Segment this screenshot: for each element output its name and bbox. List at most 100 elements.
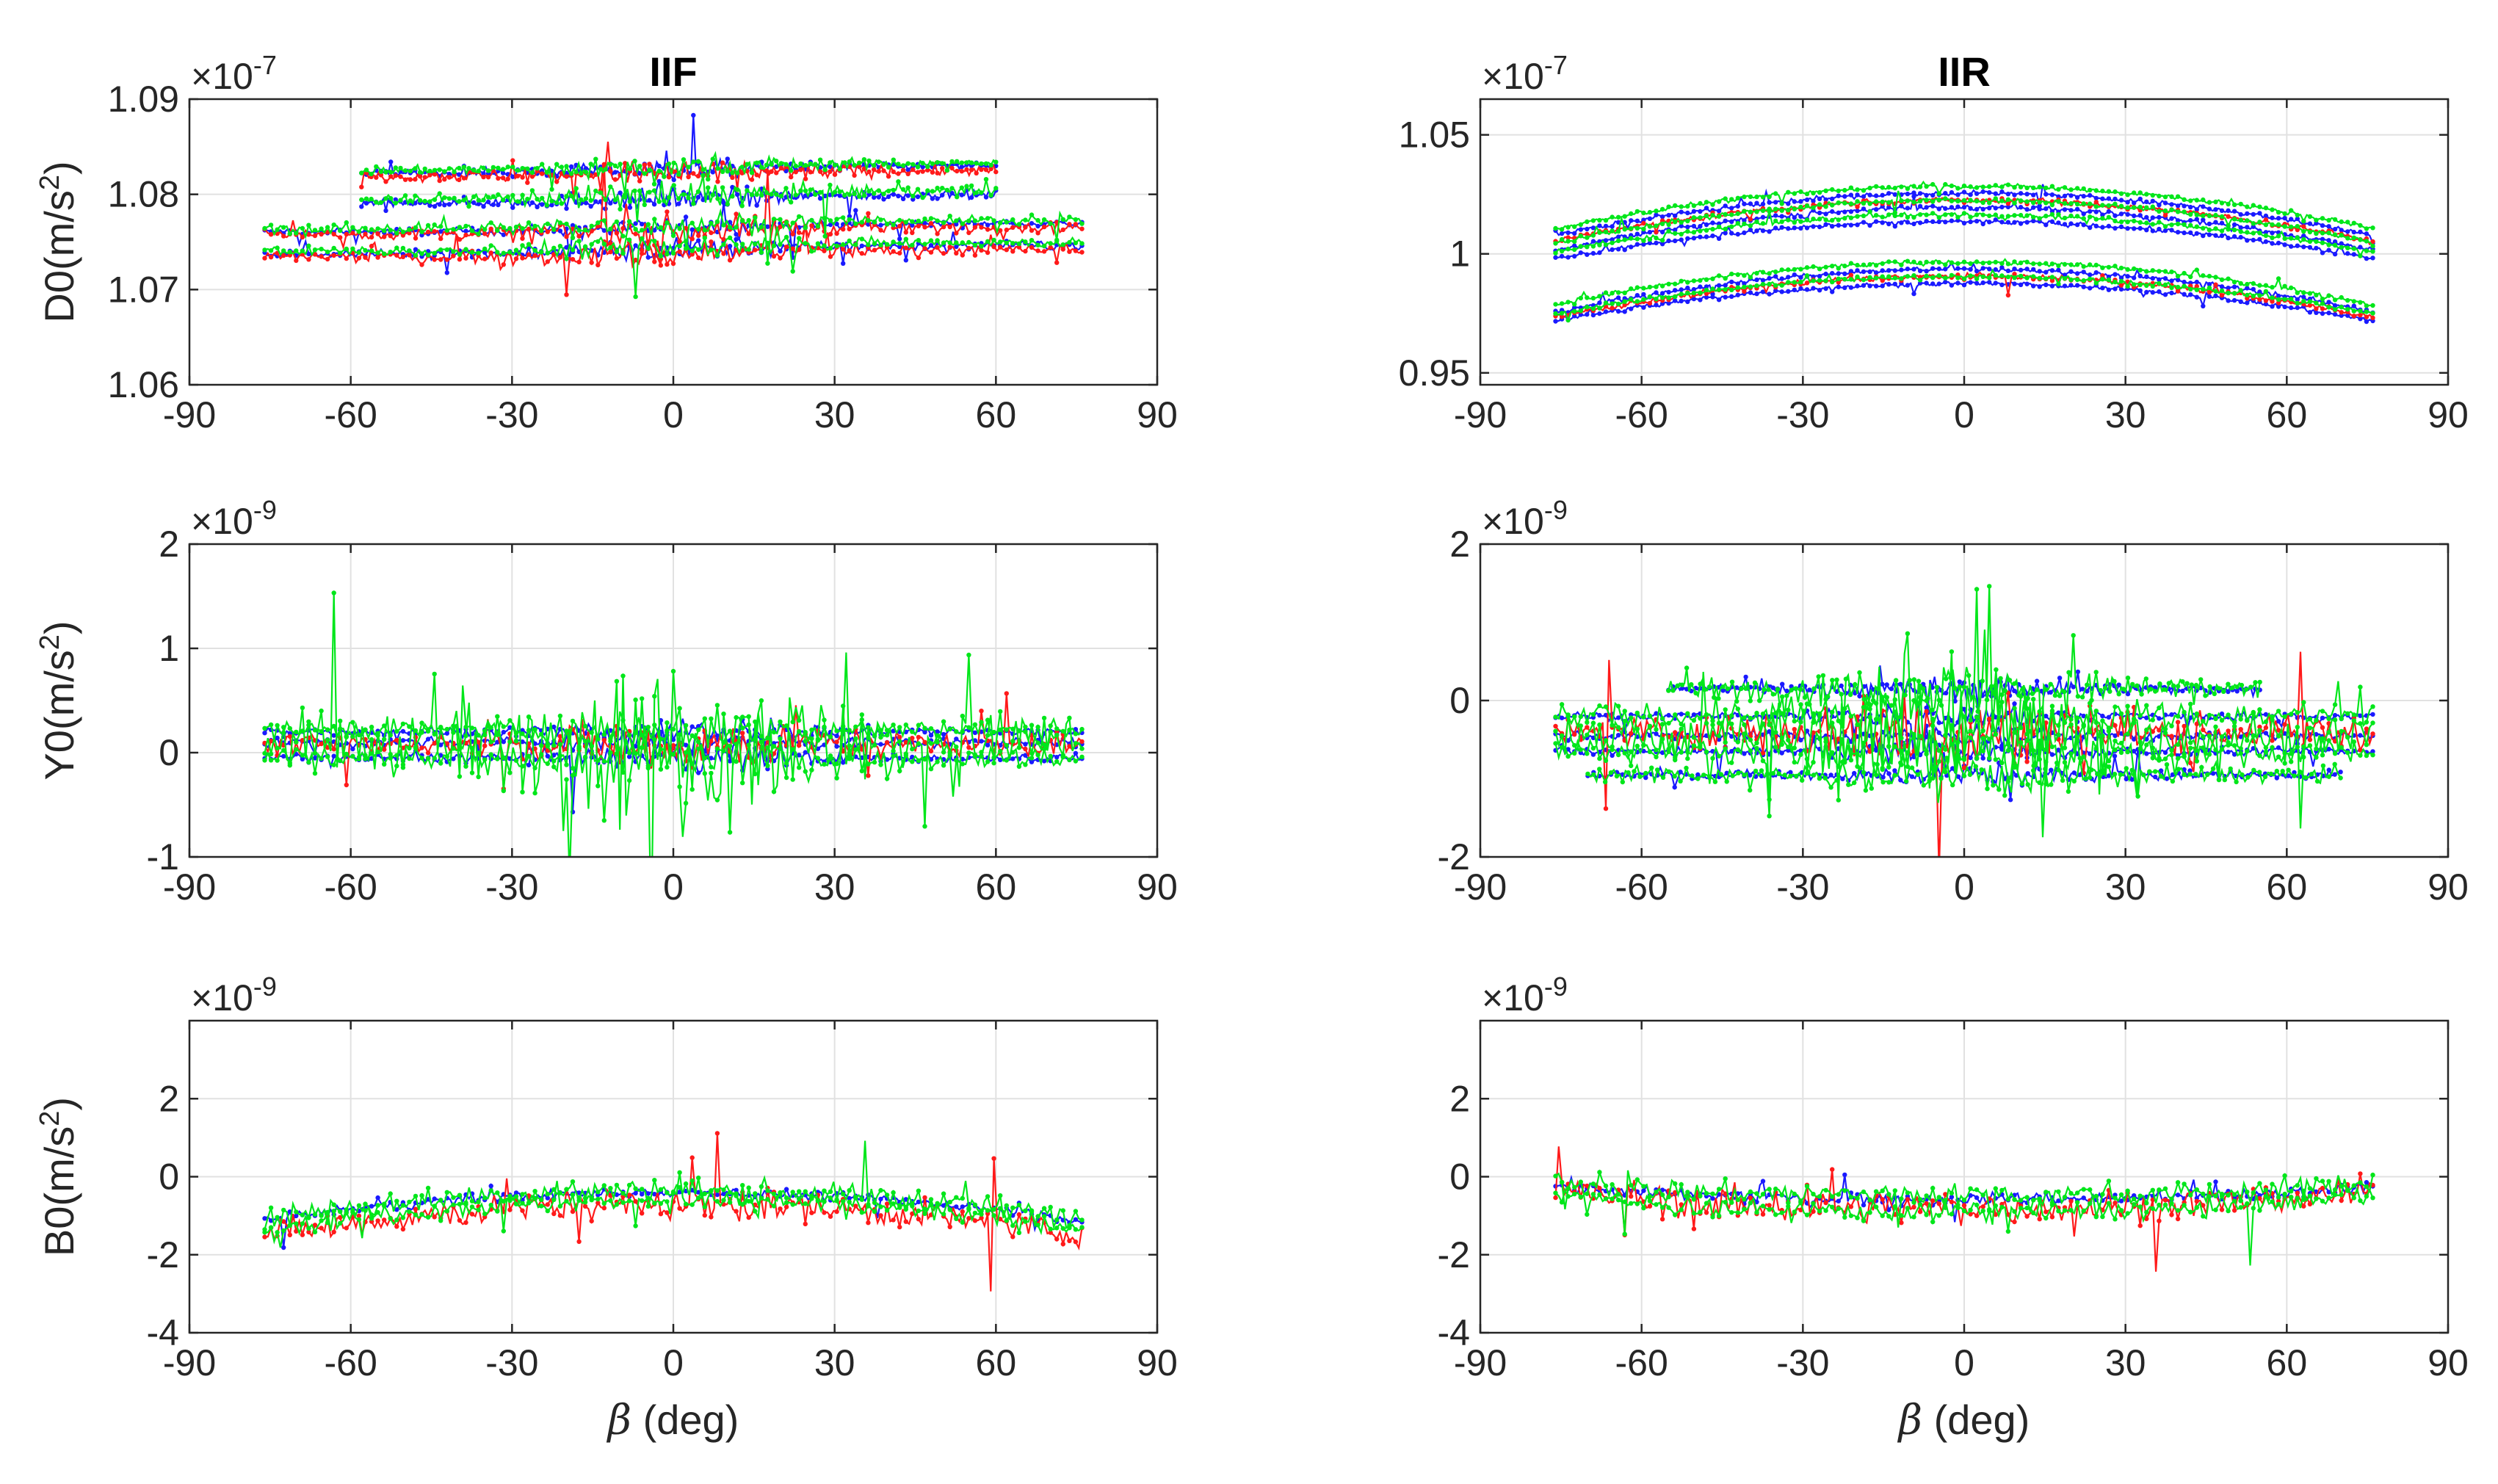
data-point — [2005, 214, 2011, 219]
data-point — [1559, 311, 1565, 316]
data-point — [940, 161, 945, 166]
data-point — [1704, 294, 1709, 300]
data-point — [866, 761, 871, 767]
data-point — [2081, 264, 2086, 269]
data-point — [778, 217, 783, 222]
data-point — [2150, 729, 2155, 734]
data-point — [859, 236, 865, 242]
data-point — [2345, 245, 2350, 250]
data-point — [1855, 214, 1860, 219]
data-point — [966, 745, 971, 750]
data-point — [1999, 261, 2005, 266]
data-point — [910, 230, 915, 236]
data-point — [2219, 220, 2225, 225]
data-point — [2364, 256, 2370, 261]
data-point — [1955, 198, 1961, 203]
data-point — [2125, 211, 2130, 217]
data-point — [1889, 686, 1894, 692]
data-point — [2307, 303, 2313, 308]
data-point — [2137, 267, 2143, 272]
data-point — [520, 764, 525, 769]
data-point — [2332, 739, 2338, 744]
data-point — [1798, 279, 1803, 285]
data-point — [727, 743, 733, 748]
data-point — [832, 172, 838, 177]
data-point — [529, 170, 535, 175]
data-point — [2270, 738, 2275, 743]
data-point — [2339, 233, 2344, 238]
data-point — [1647, 300, 1653, 306]
data-point — [262, 725, 267, 731]
data-point — [1842, 200, 1847, 206]
data-point — [822, 717, 827, 723]
data-point — [884, 733, 890, 738]
data-point — [1817, 278, 1822, 283]
data-point — [1585, 219, 1590, 225]
data-point — [2307, 310, 2313, 315]
data-point — [2320, 223, 2325, 228]
data-point — [1553, 319, 1558, 324]
data-point — [275, 245, 280, 250]
data-point — [1629, 226, 1634, 231]
data-point — [1899, 262, 1904, 267]
data-point — [2071, 770, 2077, 775]
data-point — [356, 256, 362, 261]
data-point — [2345, 297, 2350, 303]
data-point — [1968, 192, 1973, 198]
data-point — [759, 192, 764, 198]
data-point — [1693, 690, 1698, 696]
data-point — [394, 737, 399, 743]
data-point — [730, 184, 735, 190]
data-point — [1742, 201, 1747, 206]
data-point — [2238, 225, 2243, 231]
data-point — [1899, 220, 1904, 225]
data-point — [695, 195, 701, 200]
data-point — [2270, 299, 2275, 304]
data-point — [2074, 277, 2080, 283]
data-point — [808, 161, 814, 167]
data-point — [1597, 712, 1602, 718]
data-point — [2206, 206, 2212, 211]
data-point — [815, 224, 821, 229]
data-point — [633, 227, 638, 232]
data-point — [2314, 220, 2319, 226]
data-point — [2137, 225, 2143, 231]
data-point — [1767, 292, 1772, 297]
data-point — [2332, 251, 2338, 257]
data-point — [413, 166, 418, 171]
data-point — [1004, 240, 1010, 245]
data-point — [2276, 728, 2281, 733]
data-point — [394, 728, 399, 734]
data-point — [1035, 724, 1040, 730]
data-point — [1572, 243, 1577, 248]
data-point — [677, 243, 682, 249]
data-point — [2175, 230, 2181, 235]
data-point — [778, 224, 783, 230]
data-point — [438, 229, 444, 234]
data-point — [564, 234, 569, 239]
data-point — [1936, 260, 1941, 265]
data-point — [677, 784, 682, 789]
data-point — [614, 751, 620, 756]
data-point — [1654, 240, 1659, 246]
data-point — [746, 231, 751, 236]
data-point — [797, 765, 802, 770]
data-point — [876, 169, 882, 174]
data-point — [1597, 300, 1602, 305]
data-point — [469, 250, 475, 255]
data-point — [645, 255, 651, 260]
data-point — [490, 194, 496, 199]
data-point — [955, 159, 960, 164]
data-point — [1041, 746, 1047, 752]
data-point — [419, 251, 424, 256]
data-point — [1936, 266, 1941, 272]
data-point — [369, 724, 374, 730]
data-point — [1968, 198, 1973, 203]
data-point — [2358, 245, 2363, 250]
data-point — [432, 250, 437, 256]
data-point — [331, 222, 336, 228]
data-point — [2226, 201, 2231, 207]
data-point — [1679, 712, 1684, 717]
data-point — [1585, 231, 1590, 237]
data-point — [2157, 209, 2162, 214]
